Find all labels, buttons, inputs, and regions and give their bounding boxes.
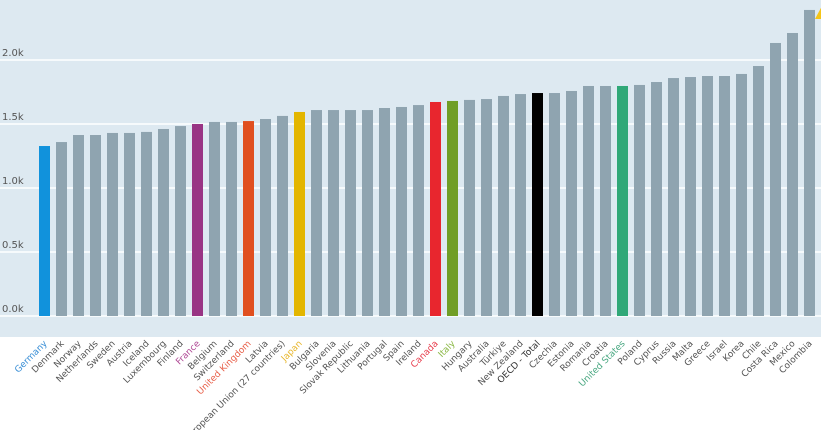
y-tick-label: 2.0k <box>2 48 24 59</box>
bar[interactable] <box>549 93 560 316</box>
bar[interactable] <box>532 93 543 316</box>
bar[interactable] <box>668 78 679 316</box>
bar[interactable] <box>379 108 390 316</box>
bar[interactable] <box>498 95 509 316</box>
bar[interactable] <box>90 135 101 316</box>
bar[interactable] <box>56 142 67 316</box>
bar[interactable] <box>192 124 203 316</box>
bar[interactable] <box>294 111 305 316</box>
bar[interactable] <box>413 105 424 316</box>
marker <box>815 7 821 19</box>
y-tick-label: 0.5k <box>2 240 24 251</box>
y-axis-ticks: 0.0k 0.5k 1.0k 1.5k 2.0k <box>2 48 24 315</box>
bar[interactable] <box>736 73 747 317</box>
bar[interactable] <box>345 110 356 316</box>
bar[interactable] <box>260 119 271 317</box>
bar[interactable] <box>583 85 594 316</box>
y-tick-label: 1.5k <box>2 112 24 123</box>
bar[interactable] <box>209 121 220 317</box>
bar[interactable] <box>634 84 645 317</box>
bar[interactable] <box>39 146 50 316</box>
plot-background <box>0 0 821 337</box>
bar[interactable] <box>362 110 373 316</box>
bar[interactable] <box>719 76 730 316</box>
bar[interactable] <box>481 99 492 316</box>
bar[interactable] <box>107 132 118 316</box>
bar[interactable] <box>804 9 815 317</box>
bar[interactable] <box>770 42 781 316</box>
bar[interactable] <box>430 101 441 316</box>
bar[interactable] <box>566 90 577 316</box>
bar[interactable] <box>515 94 526 316</box>
bar[interactable] <box>396 106 407 316</box>
bar[interactable] <box>243 121 254 316</box>
warning-triangle-icon <box>815 7 821 19</box>
bar[interactable] <box>175 126 186 316</box>
bar[interactable] <box>617 85 628 316</box>
bar[interactable] <box>753 66 764 317</box>
bar[interactable] <box>787 32 798 316</box>
bar[interactable] <box>277 115 288 316</box>
gridlines <box>0 59 821 317</box>
bar[interactable] <box>328 110 339 316</box>
bars <box>39 9 815 317</box>
bar[interactable] <box>141 131 152 316</box>
bar[interactable] <box>124 132 135 316</box>
bar[interactable] <box>464 99 475 316</box>
bar[interactable] <box>311 110 322 316</box>
bar[interactable] <box>158 128 169 316</box>
y-tick-label: 0.0k <box>2 304 24 315</box>
y-tick-label: 1.0k <box>2 176 24 187</box>
bar[interactable] <box>73 135 84 316</box>
bar[interactable] <box>685 77 696 316</box>
bar[interactable] <box>702 76 713 316</box>
x-axis-labels: GermanyDenmarkNorwayNetherlandsSwedenAus… <box>13 338 814 430</box>
bar[interactable] <box>600 85 611 316</box>
bar[interactable] <box>447 100 458 317</box>
bar[interactable] <box>651 82 662 317</box>
bar[interactable] <box>226 121 237 317</box>
